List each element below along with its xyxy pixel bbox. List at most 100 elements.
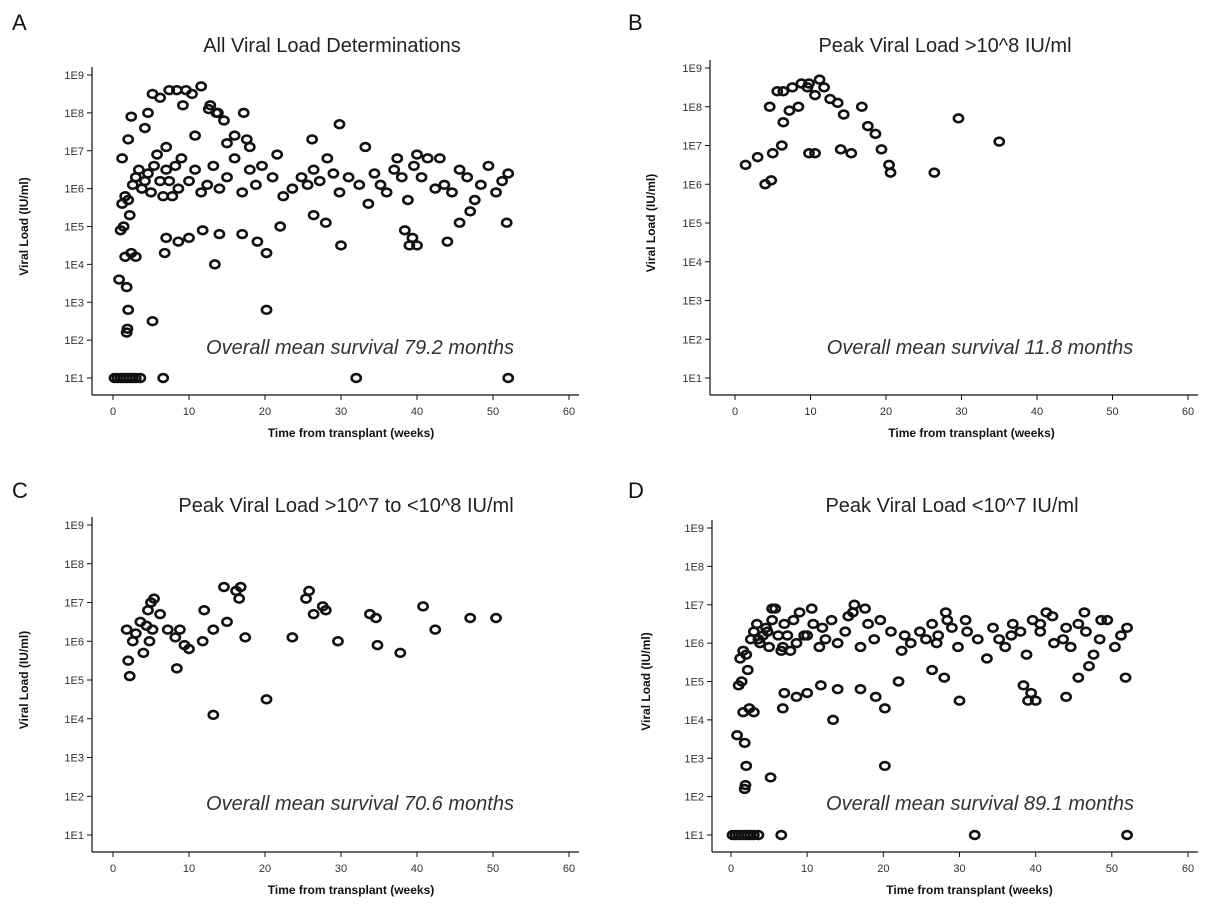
data-point (747, 706, 760, 718)
data-point (809, 148, 821, 159)
data-point (201, 179, 214, 191)
data-point (751, 151, 764, 163)
data-point (394, 647, 407, 659)
data-point (129, 628, 142, 639)
data-point (1020, 649, 1033, 660)
data-point (173, 624, 186, 635)
data-point (926, 618, 938, 630)
y-tick-label: 1E5 (64, 222, 84, 234)
data-point (904, 637, 917, 649)
data-point (142, 168, 154, 179)
panel-letter: B (628, 10, 643, 35)
data-point (1095, 614, 1108, 626)
data-point (411, 240, 423, 251)
data-point (295, 172, 308, 183)
data-point (421, 153, 434, 164)
data-point (764, 772, 777, 783)
data-point (792, 101, 805, 112)
data-point (335, 240, 347, 251)
data-point (441, 236, 454, 247)
data-point (175, 153, 188, 164)
data-point (775, 829, 788, 841)
y-tick-label: 1E4 (64, 714, 84, 726)
data-point (388, 164, 401, 175)
x-tick-label: 50 (487, 406, 499, 418)
data-point (993, 136, 1006, 147)
y-tick-label: 1E6 (64, 184, 84, 196)
data-point (256, 160, 268, 172)
data-point (959, 614, 972, 626)
data-point (143, 636, 156, 647)
y-tick-label: 1E2 (64, 791, 84, 803)
data-point (170, 663, 183, 674)
data-point (816, 622, 829, 633)
y-tick-label: 1E5 (64, 675, 84, 687)
data-point (938, 672, 951, 683)
data-point (148, 593, 160, 604)
data-point (120, 281, 133, 293)
data-point (920, 634, 932, 645)
y-tick-label: 1E2 (64, 335, 84, 347)
data-point (189, 164, 201, 175)
data-point (801, 687, 814, 699)
data-point (502, 372, 515, 384)
data-point (239, 632, 252, 643)
data-point (831, 637, 844, 649)
data-point (221, 172, 233, 183)
data-point (321, 153, 334, 164)
data-point (213, 183, 226, 194)
chart-title: Peak Viral Load <10^7 IU/ml (825, 495, 1078, 517)
data-point (417, 601, 429, 612)
data-point (1087, 649, 1100, 660)
data-point (139, 122, 151, 134)
data-point (775, 140, 788, 151)
x-axis-title: Time from transplant (weeks) (268, 426, 435, 440)
y-tick-label: 1E6 (64, 636, 84, 648)
data-point (411, 149, 423, 160)
data-point (941, 614, 954, 626)
y-tick-label: 1E7 (684, 600, 704, 612)
data-point (474, 179, 487, 191)
data-point (953, 695, 966, 706)
y-tick-label: 1E4 (64, 259, 84, 271)
data-point (172, 183, 185, 194)
data-point (146, 315, 159, 327)
y-tick-label: 1E3 (64, 753, 84, 765)
data-point (878, 703, 891, 714)
data-point (778, 618, 791, 630)
y-tick-label: 1E9 (64, 70, 84, 82)
data-point (401, 194, 414, 206)
data-point (898, 630, 911, 641)
data-point (795, 78, 808, 89)
data-point (129, 372, 142, 384)
data-point (342, 172, 355, 183)
data-point (1060, 622, 1073, 633)
data-point (868, 634, 881, 645)
data-point (813, 641, 826, 653)
data-point (160, 232, 173, 244)
data-point (350, 372, 363, 384)
data-point (286, 632, 299, 643)
data-point (778, 687, 791, 699)
x-tick-label: 20 (259, 863, 271, 875)
data-point (971, 634, 984, 645)
x-tick-label: 50 (1106, 863, 1118, 875)
data-point (807, 618, 820, 630)
data-point (805, 603, 818, 614)
data-point (186, 88, 198, 100)
data-point (121, 323, 134, 334)
data-point (1093, 634, 1106, 645)
data-point (842, 611, 855, 622)
data-point (500, 217, 513, 228)
data-point (154, 175, 167, 187)
data-point (198, 605, 211, 616)
data-point (777, 117, 790, 128)
data-point (1072, 618, 1085, 630)
data-point (207, 709, 220, 721)
data-point (945, 622, 958, 633)
data-point (319, 217, 332, 228)
survival-annotation: Overall mean survival 79.2 months (206, 337, 514, 359)
data-point (1017, 680, 1030, 691)
data-point (154, 92, 167, 103)
data-point (123, 670, 136, 682)
